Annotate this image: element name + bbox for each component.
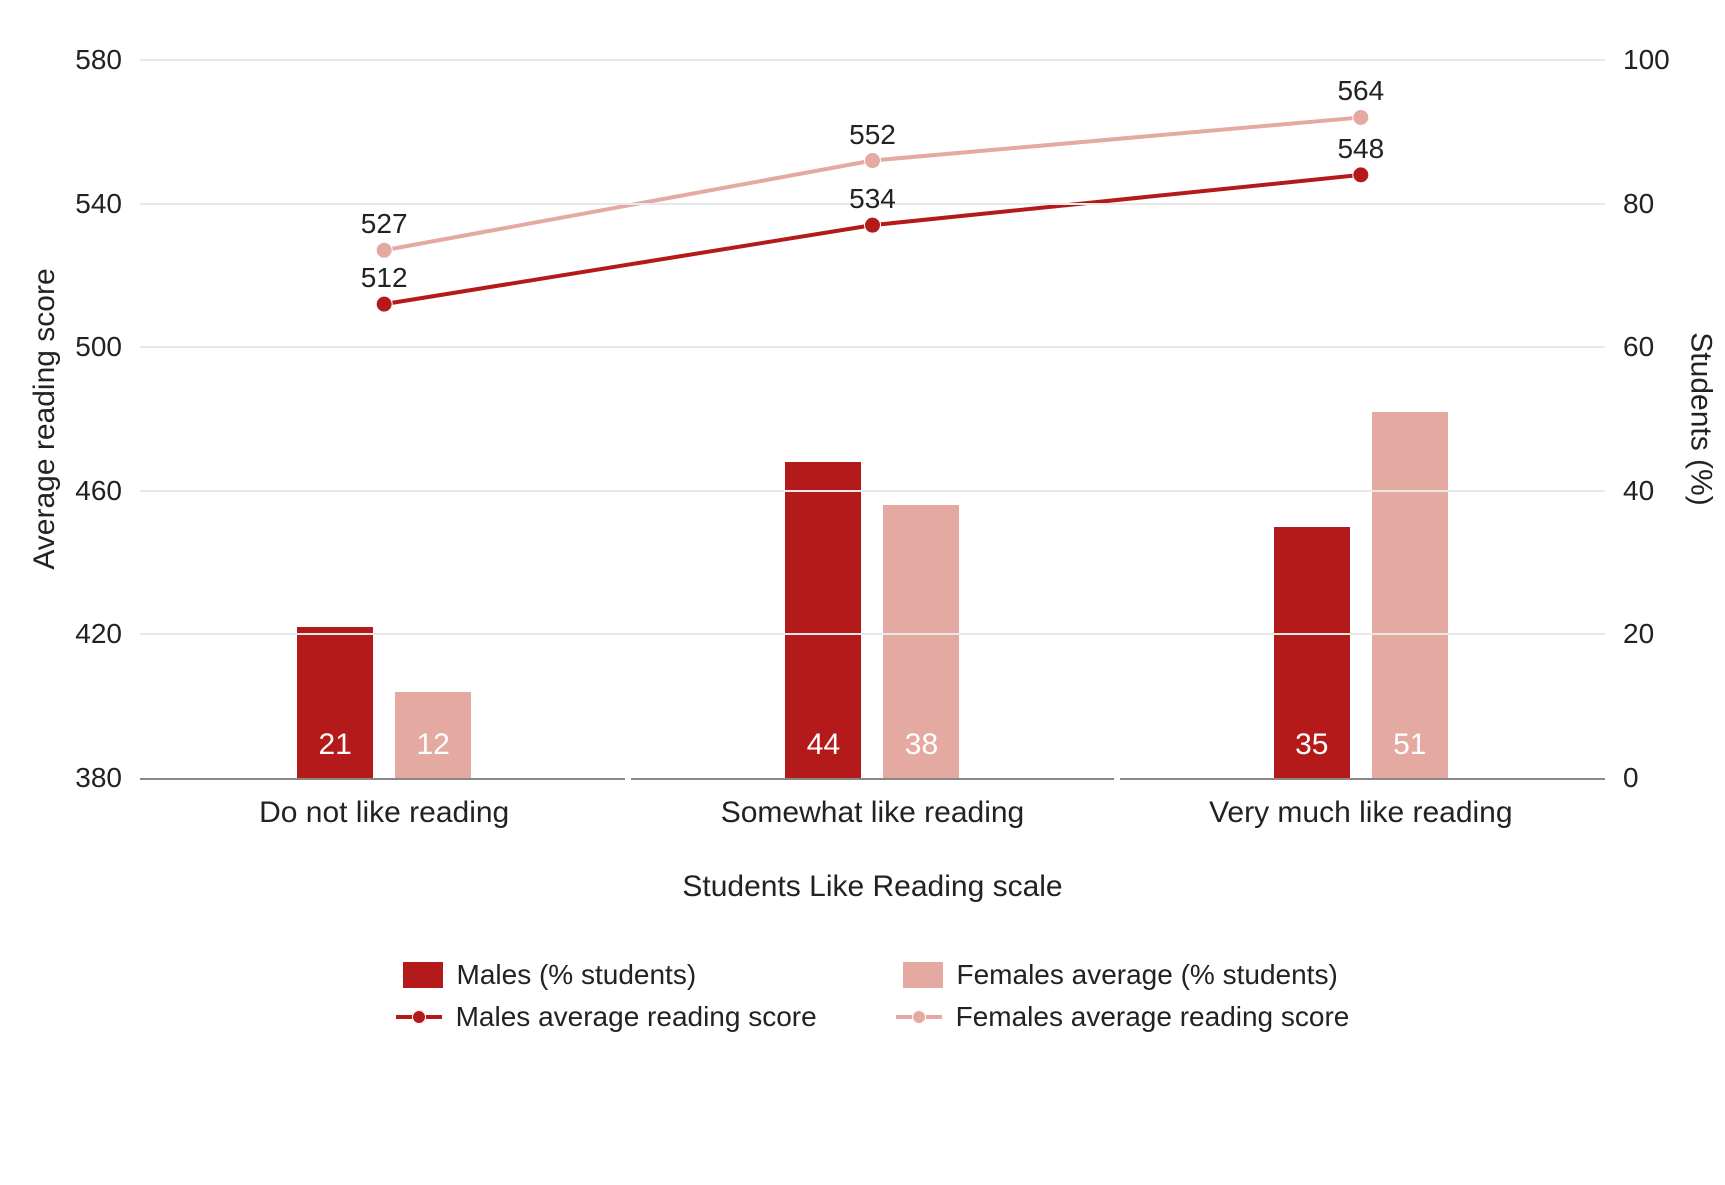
- female-bar: 51: [1372, 412, 1448, 778]
- legend-swatch-rect: [903, 962, 943, 988]
- y-left-tick-label: 580: [75, 44, 122, 76]
- male-score-point-label: 512: [361, 262, 408, 294]
- female-score-point-label: 552: [849, 119, 896, 151]
- bar-groups: 2112Do not like reading4438Somewhat like…: [140, 60, 1605, 778]
- y-left-tick-label: 540: [75, 188, 122, 220]
- category-label: Somewhat like reading: [721, 796, 1025, 830]
- category-group: 3551Very much like reading: [1117, 60, 1605, 778]
- legend-swatch-line: [396, 1015, 442, 1019]
- bar-value-label: 44: [807, 728, 840, 762]
- male-bar: 35: [1274, 527, 1350, 778]
- y-left-tick-label: 500: [75, 331, 122, 363]
- female-bar: 38: [883, 505, 959, 778]
- category-label: Do not like reading: [259, 796, 509, 830]
- female-score-point-label: 564: [1337, 75, 1384, 107]
- bar-value-label: 51: [1393, 728, 1426, 762]
- category-group: 4438Somewhat like reading: [628, 60, 1116, 778]
- male-bar: 44: [785, 462, 861, 778]
- plot-area: Average reading score Students (%) 2112D…: [140, 60, 1605, 780]
- legend-label: Females average reading score: [956, 1001, 1350, 1033]
- category-group: 2112Do not like reading: [140, 60, 628, 778]
- bar-value-label: 12: [416, 728, 449, 762]
- male-score-point-label: 548: [1337, 133, 1384, 165]
- x-axis-title: Students Like Reading scale: [140, 870, 1605, 904]
- gridline: [140, 490, 1605, 492]
- gridline: [140, 59, 1605, 61]
- legend-item-male_line: Males average reading score: [396, 1001, 836, 1033]
- y-left-tick-label: 380: [75, 762, 122, 794]
- category-label: Very much like reading: [1209, 796, 1513, 830]
- y-right-tick-label: 100: [1623, 44, 1670, 76]
- y-left-tick-label: 460: [75, 475, 122, 507]
- y-left-axis-title: Average reading score: [28, 268, 62, 569]
- female-score-point-label: 527: [361, 208, 408, 240]
- y-right-tick-label: 80: [1623, 188, 1654, 220]
- male-score-point-label: 534: [849, 183, 896, 215]
- chart-container: Average reading score Students (%) 21 12 D…: [0, 0, 1725, 1185]
- x-tick-gap: [625, 776, 631, 780]
- legend-label: Males (% students): [457, 959, 697, 991]
- legend-swatch-line: [896, 1015, 942, 1019]
- y-right-axis-title: Students (%): [1683, 332, 1717, 505]
- y-right-tick-label: 40: [1623, 475, 1654, 507]
- bar-value-label: 38: [905, 728, 938, 762]
- male-bar: 21: [297, 627, 373, 778]
- legend: Males (% students) Females average (% stu…: [140, 959, 1605, 1033]
- bar-value-label: 21: [318, 728, 351, 762]
- legend-item-female_line: Females average reading score: [896, 1001, 1350, 1033]
- gridline: [140, 346, 1605, 348]
- y-left-tick-label: 420: [75, 618, 122, 650]
- y-right-tick-label: 20: [1623, 618, 1654, 650]
- female-bar: 12: [395, 692, 471, 778]
- gridline: [140, 633, 1605, 635]
- x-tick-gap: [1114, 776, 1120, 780]
- legend-item-female_bar: Females average (% students): [903, 959, 1343, 991]
- legend-label: Females average (% students): [957, 959, 1338, 991]
- y-right-tick-label: 60: [1623, 331, 1654, 363]
- legend-swatch-rect: [403, 962, 443, 988]
- legend-item-male_bar: Males (% students): [403, 959, 843, 991]
- bar-value-label: 35: [1295, 728, 1328, 762]
- legend-label: Males average reading score: [456, 1001, 817, 1033]
- y-right-tick-label: 0: [1623, 762, 1639, 794]
